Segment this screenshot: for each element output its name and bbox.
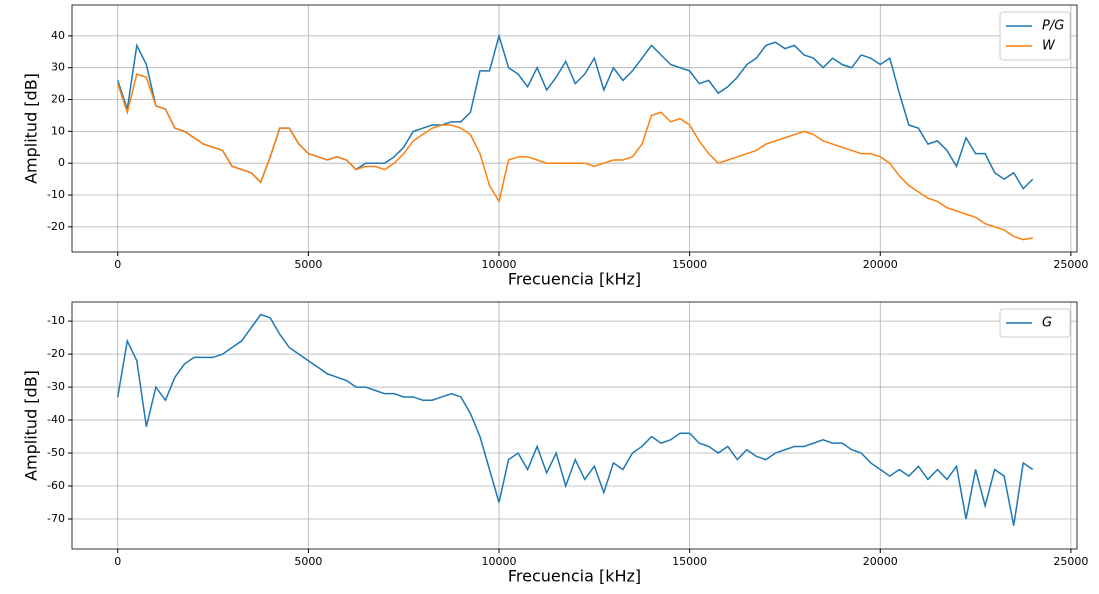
x-tick-label: 15000 xyxy=(672,555,707,568)
y-tick-label: -60 xyxy=(47,479,65,492)
y-tick-label: -30 xyxy=(47,380,65,393)
y-tick-label: -10 xyxy=(47,314,65,327)
x-tick-label: 5000 xyxy=(294,258,322,271)
x-axis-title: Frecuencia [kHz] xyxy=(508,270,641,289)
data-line xyxy=(117,313,1034,526)
y-tick-label: 20 xyxy=(51,93,65,106)
y-tick-label: 0 xyxy=(58,156,65,169)
x-tick-label: 5000 xyxy=(294,555,322,568)
x-tick-label: 0 xyxy=(114,555,121,568)
y-axis-title: Amplitud [dB] xyxy=(22,370,41,481)
y-tick-label: -20 xyxy=(47,347,65,360)
data-line xyxy=(117,73,1033,241)
y-tick-label: -70 xyxy=(47,512,65,525)
y-tick-label: -40 xyxy=(47,413,65,426)
y-tick-label: 40 xyxy=(51,29,65,42)
x-tick-label: 15000 xyxy=(672,258,707,271)
y-axis-title: Amplitud [dB] xyxy=(22,73,41,184)
data-line xyxy=(117,33,1034,190)
x-tick-label: 10000 xyxy=(482,258,517,271)
plot-frame xyxy=(71,4,1078,253)
legend-box xyxy=(999,308,1071,338)
x-tick-label: 20000 xyxy=(863,258,898,271)
y-tick-label: -10 xyxy=(47,188,65,201)
y-tick-label: 10 xyxy=(51,124,65,137)
plot-frame xyxy=(71,301,1078,550)
legend-box xyxy=(999,11,1071,61)
x-tick-label: 20000 xyxy=(863,555,898,568)
x-tick-label: 25000 xyxy=(1053,555,1088,568)
x-tick-label: 25000 xyxy=(1053,258,1088,271)
y-tick-label: -20 xyxy=(47,220,65,233)
x-axis-title: Frecuencia [kHz] xyxy=(508,567,641,586)
legend-label: P/G xyxy=(1042,19,1064,34)
x-tick-label: 0 xyxy=(114,258,121,271)
x-tick-label: 10000 xyxy=(482,555,517,568)
legend-label: W xyxy=(1042,39,1056,54)
y-tick-label: 30 xyxy=(51,61,65,74)
legend-label: G xyxy=(1042,316,1052,331)
y-tick-label: -50 xyxy=(47,446,65,459)
